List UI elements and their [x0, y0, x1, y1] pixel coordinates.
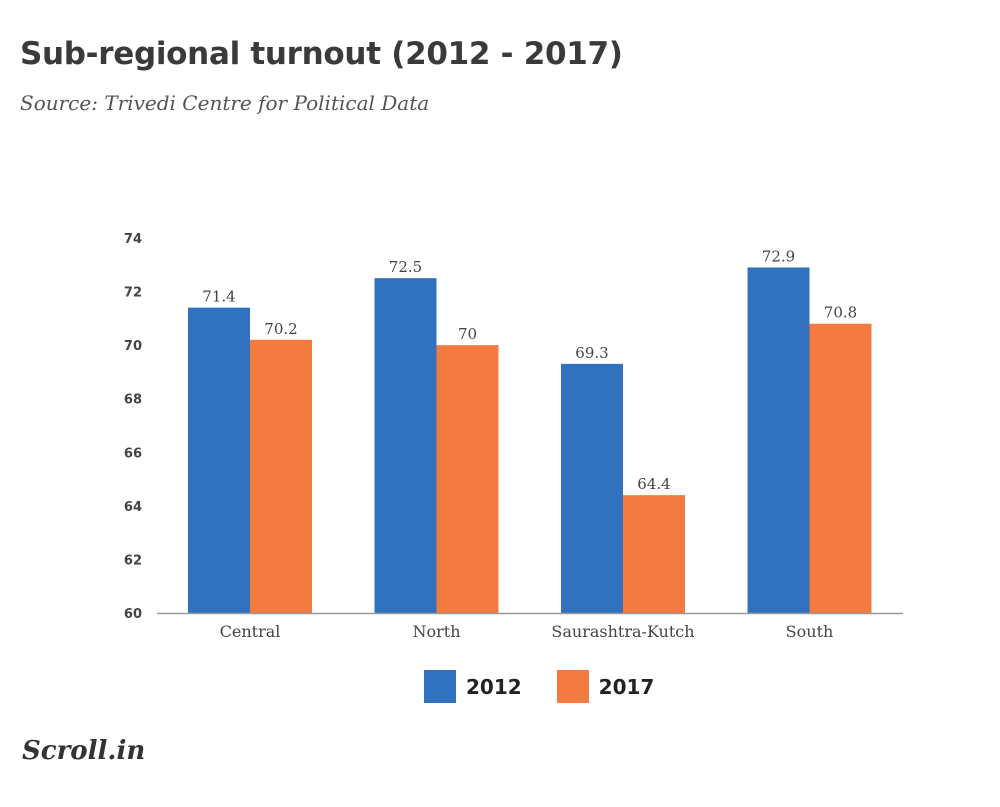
x-category-label: North: [412, 622, 460, 641]
chart-subtitle: Source: Trivedi Centre for Political Dat…: [20, 91, 430, 115]
x-axis-category-labels: Central North Saurashtra-Kutch South: [220, 622, 834, 641]
data-labels: 71.4 70.2 72.5 70 69.3 64.4 72.9 70.8: [202, 247, 857, 493]
y-tick-label: 60: [124, 607, 142, 622]
bar-group: [188, 267, 872, 613]
legend-label-2017: 2017: [598, 674, 655, 699]
bar-2012-north: [374, 278, 437, 613]
y-tick-label: 62: [124, 553, 142, 568]
bar-2017-saurashtra-kutch: [623, 495, 685, 613]
data-label: 69.3: [575, 344, 608, 362]
y-tick-label: 68: [124, 393, 142, 408]
legend-swatch-2012: [424, 670, 456, 703]
x-category-label: South: [786, 622, 834, 641]
data-label: 71.4: [202, 288, 235, 306]
bar-2012-central: [188, 307, 250, 613]
bar-2017-south: [809, 323, 872, 613]
data-label: 72.9: [762, 247, 795, 265]
x-category-label: Central: [220, 622, 281, 641]
x-category-label: Saurashtra-Kutch: [551, 622, 694, 641]
y-axis-tick-labels: 60 62 64 66 68 70 72 74: [124, 232, 142, 622]
data-label: 64.4: [637, 475, 670, 493]
y-tick-label: 72: [124, 286, 142, 301]
legend-item-2012: 2012: [424, 670, 522, 703]
data-label: 72.5: [389, 258, 422, 276]
legend: 2012 2017: [424, 670, 689, 703]
y-tick-label: 66: [124, 446, 142, 461]
chart-title: Sub-regional turnout (2012 - 2017): [20, 36, 623, 72]
bar-2017-central: [250, 339, 312, 613]
legend-item-2017: 2017: [556, 670, 655, 703]
bar-2012-saurashtra-kutch: [561, 363, 623, 613]
y-tick-label: 74: [124, 232, 142, 247]
bar-2017-north: [436, 345, 499, 613]
data-label: 70: [458, 325, 477, 343]
legend-swatch-2017: [556, 670, 589, 703]
data-label: 70.8: [824, 304, 857, 322]
scroll-in-logo[interactable]: Scroll.in: [22, 736, 146, 766]
y-tick-label: 64: [124, 500, 142, 515]
y-tick-label: 70: [124, 339, 142, 354]
legend-label-2012: 2012: [466, 674, 522, 699]
data-label: 70.2: [264, 320, 297, 338]
bar-2012-south: [747, 267, 810, 613]
